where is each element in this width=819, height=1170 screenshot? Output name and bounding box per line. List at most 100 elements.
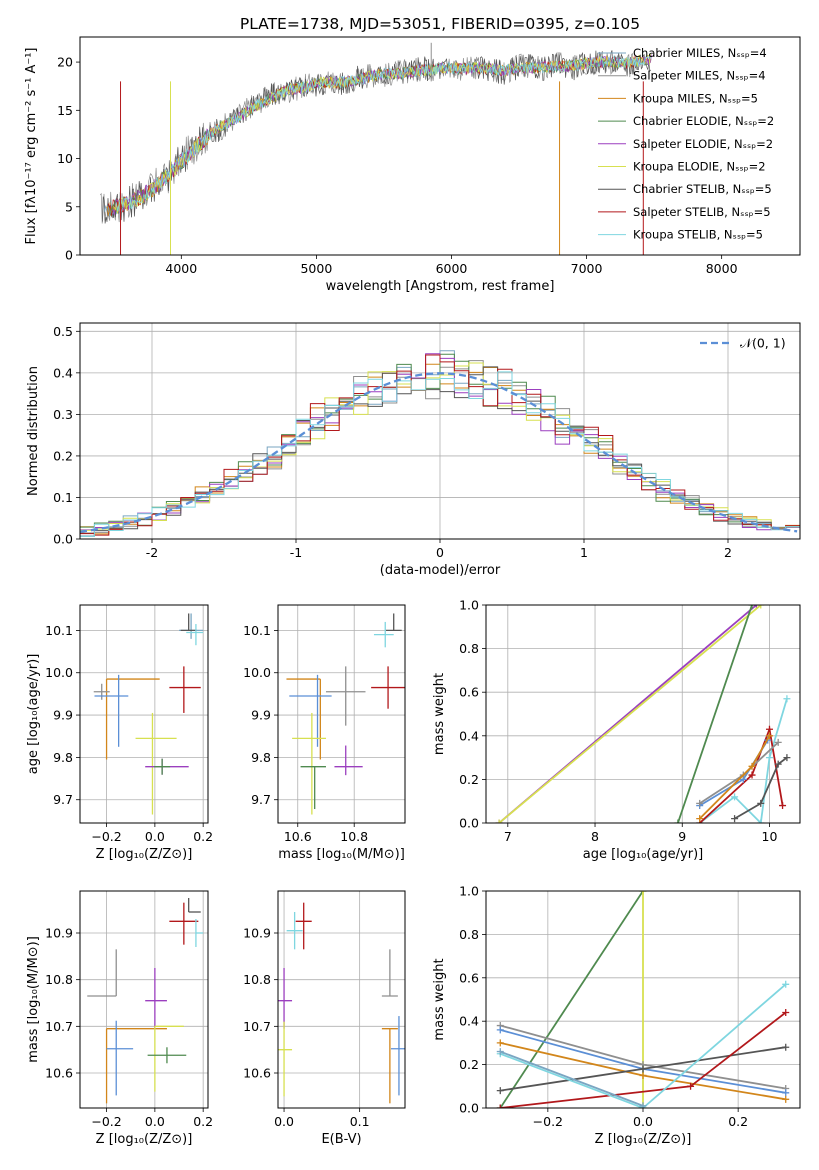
x-tick-label: -2 [146, 545, 158, 560]
y-tick-label: 0.5 [53, 324, 73, 339]
x-tick-label: 0.0 [145, 829, 165, 844]
mass-weight-line-chabrier_miles [499, 1050, 644, 1107]
x-tick-label: −0.2 [91, 1114, 121, 1129]
mass-weight-marker [782, 1043, 790, 1051]
x-tick-label: −0.2 [533, 1114, 563, 1129]
legend-label: Salpeter MILES, Nₛₛₚ=4 [633, 69, 766, 83]
mass-weight-marker [639, 1071, 647, 1079]
mass-weight-marker [782, 1095, 790, 1103]
y-tick-label: 10.9 [45, 926, 73, 941]
y-tick-label: 0 [65, 248, 73, 263]
errorbar-point-salpeter_miles [381, 949, 398, 997]
x-tick-label: 0.0 [145, 1114, 165, 1129]
errorbar-point-gaussian [106, 1020, 134, 1096]
y-tick-label: 20 [57, 55, 73, 70]
errorbar-point-salpeter_elodie [278, 968, 293, 1029]
y-tick-label: 0.2 [459, 1057, 479, 1072]
y-tick-label: 0.2 [459, 772, 479, 787]
mass-weight-marker [782, 1009, 790, 1017]
errorbar-point-kroupa_stelib [195, 919, 204, 947]
errorbar-point-kroupa_elodie [154, 1025, 184, 1092]
plot-area-age_vs_Z [93, 613, 204, 815]
x-tick-label: 0.2 [193, 829, 213, 844]
axes-frame [79, 322, 801, 540]
errorbar-point-chabrier_stelib [385, 613, 402, 632]
plot-area-spectrum [100, 42, 652, 255]
spectrum-line-salpeter_stelib [108, 54, 652, 216]
y-axis-label: Flux [fλ10⁻¹⁷ erg cm⁻² s⁻¹ A⁻¹] [24, 48, 39, 245]
mass-weight-line-chabrier_elodie [677, 605, 753, 823]
plot-area-mass_vs_ebv [278, 902, 405, 1104]
y-tick-label: 10.6 [243, 1066, 271, 1081]
x-tick-label: 4000 [165, 261, 197, 276]
errorbar-point-chabrier_elodie [300, 766, 326, 810]
axes-frame [277, 890, 406, 1109]
x-tick-label: 9 [678, 829, 686, 844]
mass-weight-marker [765, 732, 773, 740]
mass-weight-marker [748, 762, 756, 770]
residual-histogram-kroupa_stelib [80, 371, 800, 537]
y-tick-label: 1.0 [459, 598, 479, 613]
errorbar-point-kroupa_miles [381, 1028, 398, 1104]
legend-label: Kroupa ELODIE, Nₛₛₚ=2 [633, 160, 766, 174]
legend-label: Chabrier STELIB, Nₛₛₚ=5 [633, 182, 772, 196]
x-tick-label: 7000 [571, 261, 603, 276]
x-tick-label: 0.1 [350, 1114, 370, 1129]
y-tick-label: 1.0 [459, 884, 479, 899]
errorbar-point-chabrier_elodie [147, 1047, 187, 1064]
spectrum-line-kroupa_stelib [116, 54, 652, 212]
y-axis-label: Normed distribution [26, 366, 41, 496]
y-tick-label: 0.0 [459, 816, 479, 831]
y-tick-label: 5 [65, 199, 73, 214]
errorbar-point-kroupa_elodie [278, 1021, 293, 1097]
y-tick-label: 0.6 [459, 685, 479, 700]
mass-weight-marker [639, 1102, 647, 1108]
errorbar-point-salpeter_miles [93, 683, 110, 700]
x-tick-label: 0.0 [274, 1114, 294, 1129]
y-tick-label: 0.8 [459, 641, 479, 656]
mass-weight-marker [779, 802, 787, 810]
errorbar-point-kroupa_stelib [186, 624, 204, 646]
axes-mass_weight_vs_age: 7 8 9 10 0.0 0.2 0.4 0.6 0.8 1.0 age [log₁₀(age/yr… [432, 598, 801, 862]
x-tick-label: 10.8 [340, 829, 368, 844]
axes-spectrum: 4000 5000 6000 7000 8000 0 5 10 15 20 wavelength [… [24, 36, 801, 294]
x-tick-label: 5000 [300, 261, 332, 276]
mass-weight-marker [731, 793, 739, 801]
errorbar-point-salpeter_stelib [169, 902, 199, 945]
mass-weight-marker [757, 605, 765, 609]
axes-mass_vs_Z: −0.2 0.0 0.2 10.6 10.7 10.8 10.9 Z [log₁₀(Z/Z⊙)… [26, 890, 213, 1147]
y-axis-label: age [log₁₀(age/yr)] [26, 654, 41, 775]
y-tick-label: 10.8 [45, 972, 73, 987]
errorbar-point-chabrier_elodie [154, 758, 171, 775]
errorbar-point-chabrier_stelib [188, 898, 201, 913]
axes-frame [485, 604, 801, 824]
axes-frame [79, 36, 801, 256]
errorbar-point-kroupa_stelib [373, 621, 394, 648]
mass-weight-marker [639, 891, 647, 895]
axes-age_vs_mass: 10.6 10.8 9.7 9.8 9.9 10.0 10.1 mass [log₁₀(M/M… [243, 604, 406, 862]
y-tick-label: 9.7 [251, 792, 271, 807]
y-tick-label: 9.7 [53, 792, 73, 807]
gaussian-curve [80, 372, 798, 533]
plot-area-residuals [80, 350, 800, 537]
errorbar-point-chabrier_miles [179, 613, 204, 639]
mass-weight-marker [496, 1026, 504, 1034]
y-tick-label: 0.3 [53, 407, 73, 422]
mass-weight-line-chabrier_elodie [499, 891, 644, 1108]
mass-weight-marker [696, 799, 704, 807]
legend-label: 𝒩(0, 1) [740, 336, 786, 351]
y-tick-label: 10.6 [45, 1066, 73, 1081]
mass-weight-marker [783, 754, 791, 762]
y-tick-label: 10.1 [243, 623, 271, 638]
legend-label: Kroupa MILES, Nₛₛₚ=5 [633, 91, 758, 105]
x-tick-label: 1 [580, 545, 588, 560]
mass-weight-marker [674, 819, 682, 823]
residual-histogram-chabrier_stelib [80, 366, 800, 534]
y-tick-label: 10.9 [243, 926, 271, 941]
mass-weight-line-kroupa_stelib [699, 698, 788, 823]
y-tick-label: 15 [57, 103, 73, 118]
y-tick-label: 10.7 [45, 1019, 73, 1034]
x-tick-label: 10 [762, 829, 778, 844]
y-tick-label: 0.8 [459, 927, 479, 942]
